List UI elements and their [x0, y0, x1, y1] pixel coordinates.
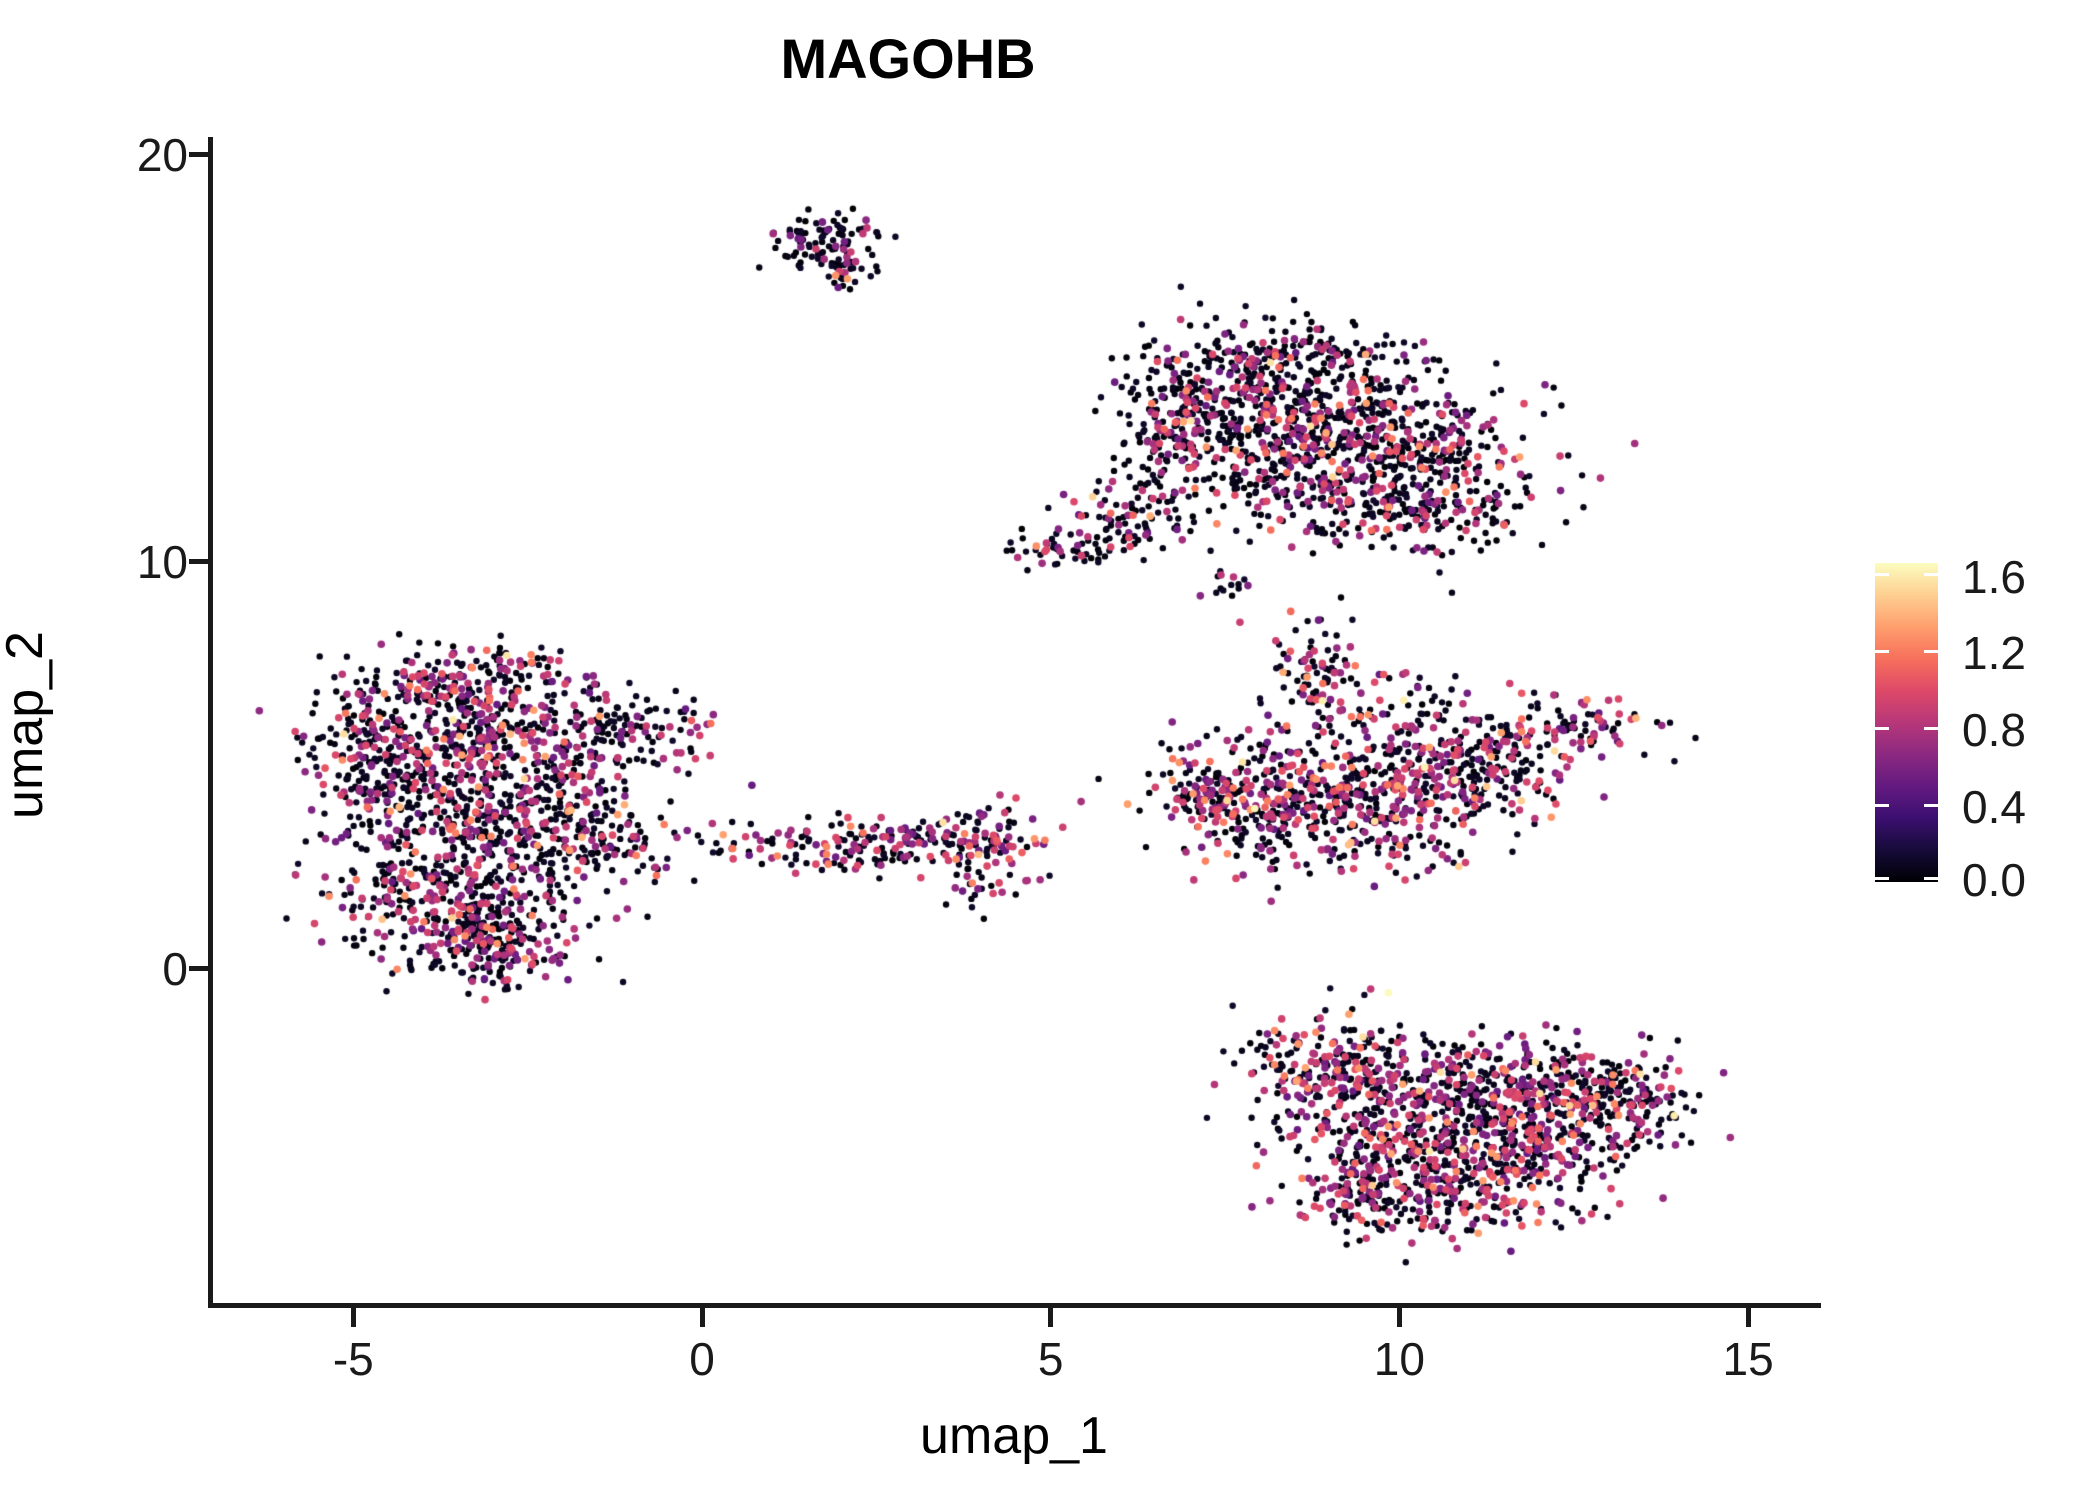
x-tick-label: 0 [689, 1333, 715, 1385]
x-tick-label: 5 [1037, 1333, 1064, 1385]
colorbar-tick-mark [1875, 803, 1889, 807]
y-tick-mark [189, 558, 208, 564]
colorbar-tick-mark [1875, 876, 1889, 880]
x-tick-mark [1048, 1308, 1054, 1327]
colorbar-tick-mark [1924, 573, 1938, 577]
colorbar-tick-mark [1924, 803, 1938, 807]
y-tick-label: 0 [162, 943, 188, 995]
colorbar-tick-mark [1924, 649, 1938, 653]
colorbar-tick-label: 1.2 [1962, 627, 2026, 680]
colorbar-tick-label: 0.8 [1962, 704, 2026, 757]
y-axis-line [208, 137, 213, 1307]
x-tick-mark [699, 1308, 705, 1327]
colorbar-tick-mark [1924, 876, 1938, 880]
y-tick-mark [189, 965, 208, 971]
colorbar-tick-mark [1875, 726, 1889, 730]
x-tick-label: 10 [1373, 1333, 1425, 1385]
x-tick-mark [1396, 1308, 1402, 1327]
x-tick-label: -5 [332, 1333, 374, 1385]
colorbar-tick-label: 1.6 [1962, 550, 2026, 603]
y-tick-label: 10 [136, 536, 188, 588]
y-tick-label: 20 [136, 129, 188, 181]
plot-title: MAGOHB [780, 27, 1036, 90]
colorbar-gradient [1875, 563, 1938, 882]
x-tick-label: 15 [1722, 1333, 1774, 1385]
y-axis-title: umap_2 [0, 631, 54, 819]
colorbar-tick-mark [1924, 726, 1938, 730]
colorbar-tick-mark [1875, 573, 1889, 577]
x-axis-line [208, 1303, 1821, 1308]
colorbar-tick-label: 0.4 [1962, 781, 2026, 834]
colorbar-tick-mark [1875, 649, 1889, 653]
x-tick-mark [1745, 1308, 1751, 1327]
x-tick-mark [350, 1308, 356, 1327]
x-axis-title: umap_1 [920, 1407, 1108, 1465]
y-tick-mark [189, 151, 208, 157]
colorbar-tick-label: 0.0 [1962, 854, 2026, 906]
